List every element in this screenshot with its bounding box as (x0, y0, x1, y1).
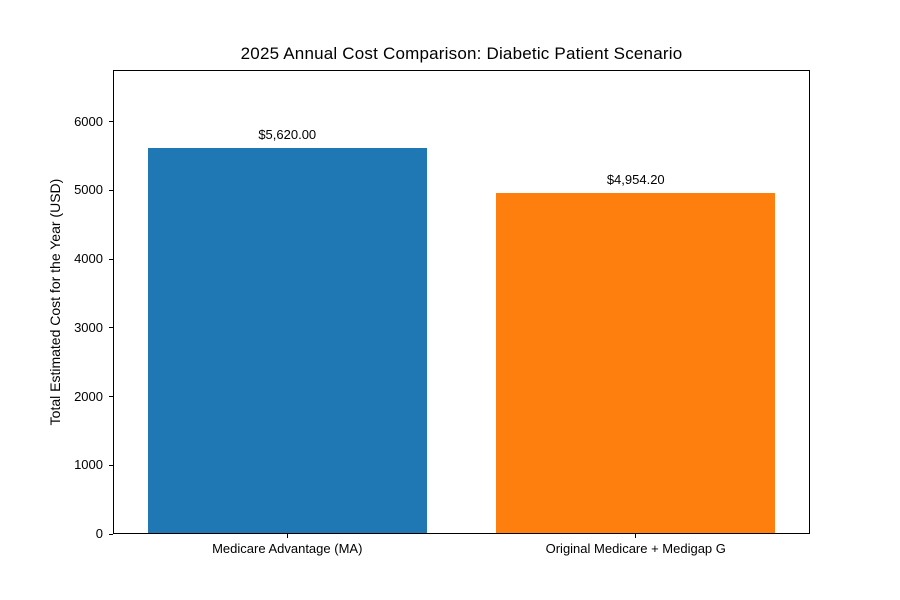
y-axis-tick-label: 3000 (74, 319, 103, 335)
y-axis-tick-label: 5000 (74, 182, 103, 198)
x-axis-tick-mark (286, 534, 288, 538)
y-axis-tick-label: 0 (95, 526, 103, 541)
y-axis-tick-mark (109, 464, 113, 466)
x-axis-tick-mark (635, 534, 637, 538)
y-axis-tick-mark (109, 189, 113, 191)
y-axis-tick-label: 2000 (74, 388, 103, 404)
chart-title: 2025 Annual Cost Comparison: Diabetic Pa… (240, 44, 683, 63)
x-axis-tick-label: Original Medicare + Medigap G (545, 541, 726, 556)
y-axis-tick-label: 4000 (74, 251, 103, 267)
y-axis-tick-mark (109, 258, 113, 260)
bar (496, 193, 776, 533)
y-axis-tick-label: 6000 (74, 113, 103, 129)
bar (147, 147, 427, 533)
y-axis-tick-mark (109, 533, 113, 535)
y-axis-tick-label: 1000 (74, 457, 103, 473)
x-axis-tick-label: Medicare Advantage (MA) (212, 541, 363, 556)
y-axis-tick-mark (109, 327, 113, 329)
bar-value-label: $4,954.20 (606, 172, 665, 188)
bar-value-label: $5,620.00 (258, 126, 317, 142)
y-axis-tick-mark (109, 396, 113, 398)
y-axis-tick-mark (109, 121, 113, 123)
